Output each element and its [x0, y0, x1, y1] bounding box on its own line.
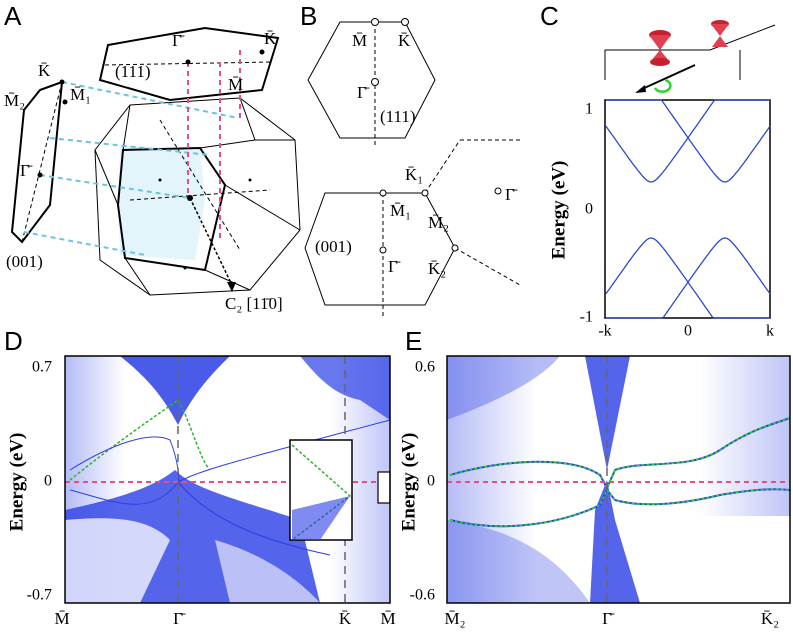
- x-tick-label: M̄₂: [444, 609, 465, 628]
- panel-label: C: [540, 1, 559, 31]
- panel-a-drawing: [10, 26, 301, 296]
- y-tick-label: -0.6: [410, 587, 435, 604]
- band-curve: [606, 99, 771, 183]
- plot-frame: [604, 99, 771, 319]
- panel-b-drawing: [304, 18, 521, 318]
- y-axis-label: Energy (eV): [398, 433, 419, 532]
- point-label: Γ̄: [20, 161, 33, 180]
- x-tick-label: -k: [598, 323, 611, 340]
- band-curve: [605, 237, 770, 319]
- panel-e-ticks: 0.6 0 -0.6 M̄₂ Γ̄ K̄₂: [410, 359, 779, 628]
- panel-d-plot: [64, 355, 391, 604]
- point-label: Γ̄: [505, 185, 518, 204]
- plane-label: (111): [115, 62, 151, 81]
- point-label: K̄₁: [405, 165, 423, 184]
- point-label: M̄₁: [390, 201, 411, 220]
- x-tick-label: K̄₂: [761, 609, 779, 628]
- band-curves: [605, 99, 771, 319]
- y-tick-label: -1: [580, 309, 593, 326]
- point-label: Γ̄: [172, 31, 185, 50]
- point-label: M̄: [228, 75, 243, 94]
- point-label: K̄: [38, 61, 51, 80]
- y-tick-label: 0.7: [32, 359, 52, 376]
- band-curve: [605, 99, 770, 183]
- y-axis-label: Energy (eV): [548, 161, 569, 260]
- point-label: M̄₁: [70, 85, 91, 104]
- y-tick-label: 1: [585, 101, 593, 118]
- panel-d-ticks: 0.7 0 -0.7 M̄ Γ̄ K̄ M̄: [27, 359, 396, 628]
- band-curve: [606, 237, 771, 319]
- panel-label: A: [4, 1, 22, 31]
- y-tick-label: 0: [427, 473, 435, 490]
- x-tick-label: M̄: [54, 609, 69, 628]
- x-tick-label: k: [766, 323, 774, 340]
- panel-label: D: [4, 326, 23, 356]
- point-label: K̄₂: [428, 259, 446, 278]
- x-tick-label: Γ̄: [173, 609, 186, 628]
- y-tick-label: -0.7: [27, 587, 52, 604]
- panel-b-labels: M̄ K̄ Γ̄ (111) K̄₁ M̄₁ M̄₂ Γ̄ (001) Γ̄ K…: [315, 31, 518, 278]
- point-label: K̄: [264, 29, 277, 48]
- y-tick-label: 0: [585, 201, 593, 218]
- point-label: M̄₂: [428, 213, 449, 232]
- panel-c-schematic: [604, 20, 776, 93]
- point-label: K̄: [398, 31, 411, 50]
- x-tick-label: Γ̄: [602, 609, 615, 628]
- plane-label: (111): [380, 107, 416, 126]
- panel-a-labels: K̄ M̄₂ M̄₁ Γ̄ (001) Γ̄ K̄ (111) M̄ C₂ [1…: [4, 29, 283, 313]
- y-tick-label: 0: [44, 473, 52, 490]
- x-tick-label: K̄: [339, 609, 352, 628]
- panel-c-ticks: 1 0 -1 -k 0 k: [580, 101, 774, 340]
- point-label: Γ̄: [388, 257, 401, 276]
- plane-label: (001): [6, 252, 43, 271]
- panel-label: E: [405, 326, 422, 356]
- point-label: Γ̄: [357, 83, 370, 102]
- x-tick-label: 0: [684, 323, 692, 340]
- point-label: M̄: [352, 31, 367, 50]
- panel-e-plot: [446, 355, 791, 604]
- point-label: M̄₂: [4, 91, 25, 110]
- x-tick-label: M̄: [380, 609, 395, 628]
- y-tick-label: 0.6: [415, 359, 435, 376]
- plane-label: (001): [315, 237, 352, 256]
- axis-label: C₂ [11̄0]: [225, 294, 283, 313]
- panel-label: B: [300, 1, 317, 31]
- y-axis-label: Energy (eV): [6, 433, 27, 532]
